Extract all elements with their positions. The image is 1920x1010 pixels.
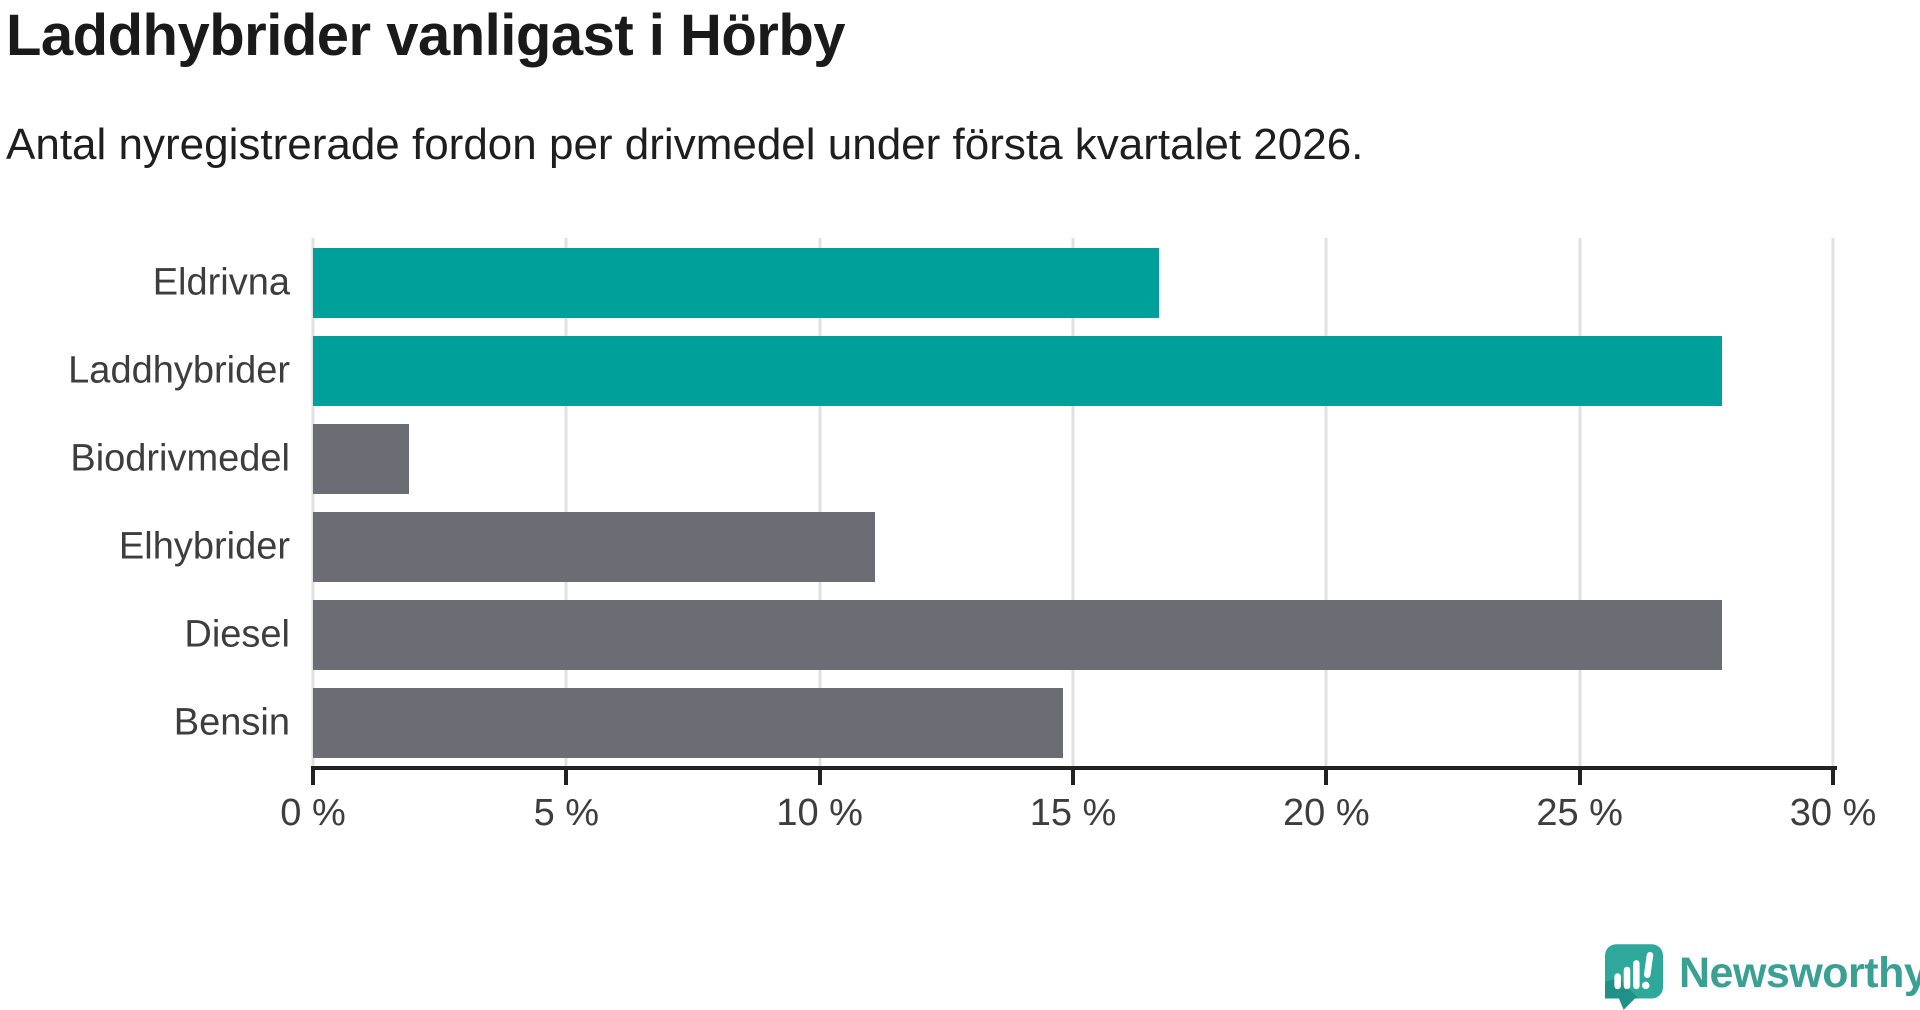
grid-line — [1324, 238, 1328, 766]
x-axis-tick-label: 15 % — [1029, 792, 1117, 834]
bar — [313, 424, 410, 494]
category-label: Elhybrider — [118, 525, 290, 568]
category-label: Diesel — [184, 613, 290, 656]
brand-name: Newsworthy — [1679, 948, 1920, 997]
bar-row: Diesel — [184, 600, 1833, 670]
plot-area: Eldrivna Laddhybrider Biodrivmedel Elhybrid… — [68, 238, 1835, 766]
speech-bubble-bar-chart-icon — [1605, 944, 1663, 1010]
bar — [313, 248, 1160, 318]
x-axis-tick — [564, 770, 569, 785]
grid-line — [818, 238, 822, 766]
newsworthy-logo: Newsworthy — [1605, 944, 1920, 1010]
x-axis-line — [311, 766, 1837, 770]
bar-row: Biodrivmedel — [70, 424, 1833, 494]
x-axis-area: 0 % 5 % 10 % 15 % 20 % 25 % 30 % — [280, 766, 1876, 856]
x-axis-tick-label: 5 % — [533, 792, 600, 834]
x-axis-tick-label: 30 % — [1789, 792, 1877, 834]
grid-line — [1578, 238, 1582, 766]
x-axis-tick — [1577, 770, 1582, 785]
bar-row: Laddhybrider — [68, 336, 1833, 406]
x-axis-tick — [817, 770, 822, 785]
x-axis-tick-label: 10 % — [776, 792, 863, 834]
bar-row: Bensin — [174, 688, 1833, 758]
category-label: Biodrivmedel — [70, 437, 290, 480]
bar — [313, 336, 1722, 406]
category-label: Laddhybrider — [68, 349, 290, 392]
chart-subtitle: Antal nyregistrerade fordon per drivmede… — [6, 120, 1364, 169]
grid-line — [1831, 238, 1835, 766]
bar — [313, 600, 1722, 670]
x-axis-tick — [311, 770, 315, 785]
x-axis-tick — [1831, 770, 1835, 785]
category-label: Bensin — [173, 701, 290, 744]
x-axis-tick-label: 25 % — [1536, 792, 1623, 834]
x-axis-tick-label: 20 % — [1283, 792, 1370, 834]
bar-row: Elhybrider — [119, 512, 1833, 582]
grid-line — [1071, 238, 1075, 766]
x-axis-tick — [1324, 770, 1329, 785]
bar — [313, 512, 876, 582]
grid-line — [564, 238, 568, 766]
x-axis-tick — [1071, 770, 1075, 785]
bar — [313, 688, 1063, 758]
grid-line — [311, 238, 315, 766]
category-label: Eldrivna — [152, 261, 290, 304]
chart-title: Laddhybrider vanligast i Hörby — [6, 3, 846, 68]
bar-row: Eldrivna — [153, 248, 1833, 318]
x-axis-tick-label: 0 % — [280, 792, 346, 834]
